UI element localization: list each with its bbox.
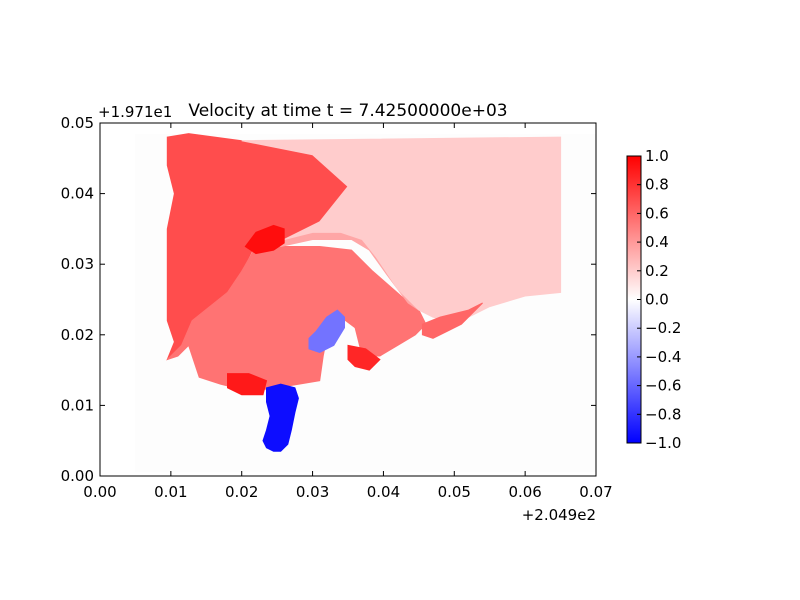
y-offset-text: +1.971e1 <box>98 103 172 121</box>
plot-area <box>135 133 596 472</box>
colorbar-tick-label: 0.6 <box>645 204 669 222</box>
y-tick-label: 0.01 <box>61 396 94 414</box>
x-tick-label: 0.04 <box>367 483 400 501</box>
x-tick-label: 0.03 <box>296 483 329 501</box>
y-tick-label: 0.00 <box>61 467 94 485</box>
colorbar-tick-label: −0.8 <box>645 405 681 423</box>
x-axis: 0.00 0.01 0.02 0.03 0.04 0.05 0.06 0.07 <box>83 123 613 501</box>
plot-frame <box>99 122 597 477</box>
y-axis: 0.00 0.01 0.02 0.03 0.04 0.05 <box>61 114 596 485</box>
x-tick-label: 0.02 <box>225 483 258 501</box>
x-tick-label: 0.00 <box>83 483 116 501</box>
y-tick-label: 0.04 <box>61 185 94 203</box>
colorbar-tick-label: −0.2 <box>645 319 681 337</box>
field-region <box>227 373 268 396</box>
colorbar: 1.0 0.8 0.6 0.4 0.2 0.0 −0.2 −0.4 −0.6 −0.8 −1.0 <box>626 147 681 452</box>
x-tick-label: 0.06 <box>508 483 541 501</box>
colorbar-tick-label: 0.2 <box>645 262 669 280</box>
x-tick-label: 0.07 <box>579 483 612 501</box>
colorbar-tick-label: −1.0 <box>645 434 681 452</box>
y-tick-label: 0.02 <box>61 326 94 344</box>
colorbar-tick-label: −0.4 <box>645 348 681 366</box>
field-region <box>262 383 299 452</box>
field-region <box>308 309 345 353</box>
colorbar-ticks: 1.0 0.8 0.6 0.4 0.2 0.0 −0.2 −0.4 −0.6 −0.8 −1.0 <box>637 147 681 452</box>
colorbar-tick-label: 0.0 <box>645 291 669 309</box>
field-region <box>347 344 381 371</box>
field-region <box>241 136 562 322</box>
colorbar-tick-label: 1.0 <box>645 147 669 165</box>
x-offset-text: +2.049e2 <box>522 506 596 524</box>
field-region <box>244 224 285 255</box>
colorbar-tick-label: 0.4 <box>645 233 669 251</box>
chart-title: Velocity at time t = 7.42500000e+03 <box>188 101 507 121</box>
velocity-field <box>166 133 562 452</box>
colorbar-tick-label: 0.8 <box>645 176 669 194</box>
y-tick-label: 0.05 <box>61 114 94 132</box>
x-tick-label: 0.01 <box>154 483 187 501</box>
colorbar-tick-label: −0.6 <box>645 377 681 395</box>
field-region <box>421 302 483 339</box>
y-tick-label: 0.03 <box>61 255 94 273</box>
x-tick-label: 0.05 <box>438 483 471 501</box>
